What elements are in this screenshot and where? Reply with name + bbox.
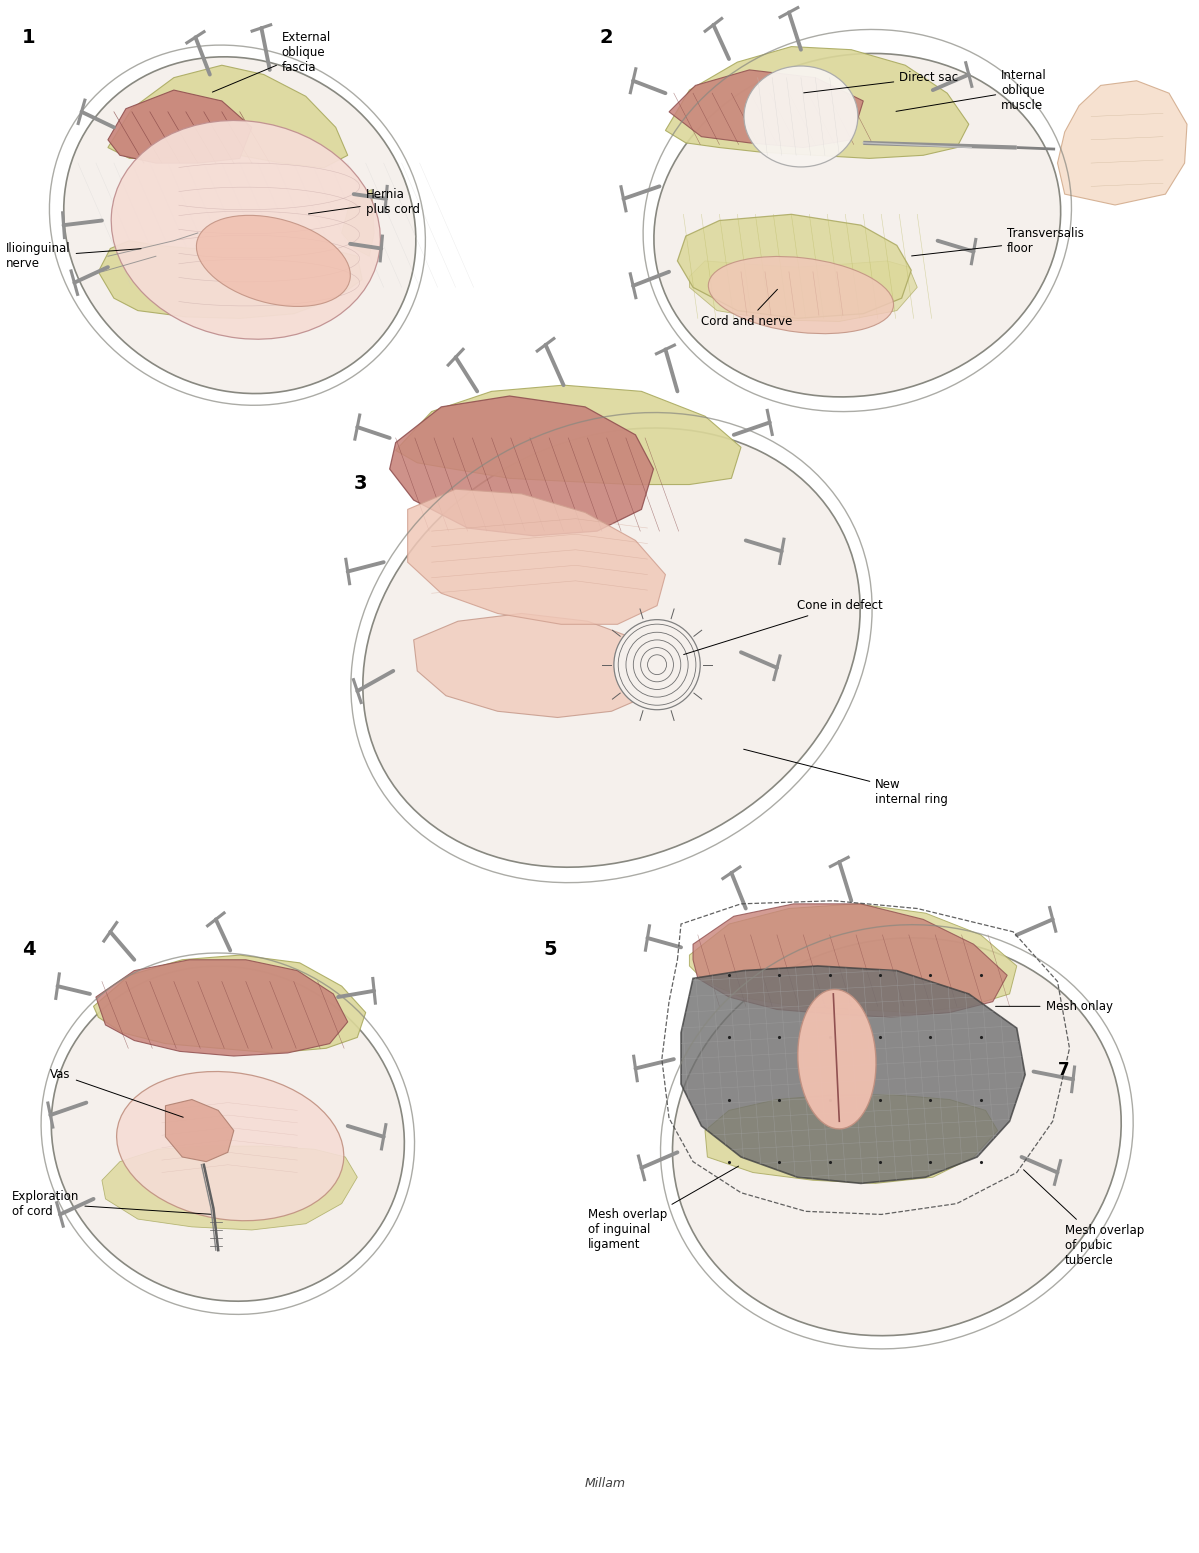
Text: 3: 3	[354, 474, 367, 492]
Polygon shape	[689, 261, 917, 321]
Text: Ilioinguinal
nerve: Ilioinguinal nerve	[6, 242, 141, 270]
Ellipse shape	[116, 1072, 344, 1221]
Ellipse shape	[614, 620, 700, 710]
Polygon shape	[165, 1100, 234, 1162]
Ellipse shape	[709, 256, 893, 334]
Polygon shape	[108, 90, 252, 163]
Polygon shape	[677, 214, 911, 318]
Polygon shape	[342, 189, 374, 256]
Polygon shape	[689, 904, 1017, 1013]
Text: 1: 1	[22, 28, 35, 47]
Text: Mesh overlap
of inguinal
ligament: Mesh overlap of inguinal ligament	[588, 1166, 739, 1252]
Text: Transversalis
floor: Transversalis floor	[911, 227, 1084, 256]
Polygon shape	[102, 1146, 357, 1230]
Text: 2: 2	[600, 28, 613, 47]
Text: Cone in defect: Cone in defect	[683, 599, 884, 654]
Polygon shape	[390, 396, 653, 536]
Text: Vas: Vas	[50, 1068, 183, 1117]
Polygon shape	[414, 613, 657, 717]
Ellipse shape	[743, 65, 858, 168]
Text: Direct sac: Direct sac	[803, 71, 958, 93]
Polygon shape	[705, 1095, 998, 1183]
Polygon shape	[681, 966, 1025, 1183]
Text: Exploration
of cord: Exploration of cord	[12, 1190, 211, 1218]
Text: 7: 7	[1058, 1061, 1070, 1079]
Text: Hernia
plus cord: Hernia plus cord	[308, 188, 420, 216]
Ellipse shape	[197, 216, 350, 306]
Polygon shape	[665, 47, 969, 158]
Text: Mesh onlay: Mesh onlay	[995, 1000, 1113, 1013]
Ellipse shape	[797, 989, 876, 1129]
Text: Internal
oblique
muscle: Internal oblique muscle	[896, 68, 1047, 112]
Polygon shape	[396, 385, 741, 485]
Ellipse shape	[653, 53, 1061, 398]
Ellipse shape	[64, 57, 416, 393]
Ellipse shape	[673, 938, 1121, 1336]
Text: 5: 5	[543, 940, 556, 958]
Text: 4: 4	[22, 940, 35, 958]
Polygon shape	[94, 955, 366, 1053]
Polygon shape	[108, 65, 348, 168]
Text: Cord and nerve: Cord and nerve	[701, 289, 793, 328]
Ellipse shape	[52, 966, 404, 1301]
Text: New
internal ring: New internal ring	[743, 749, 948, 806]
Polygon shape	[1058, 81, 1187, 205]
Text: External
oblique
fascia: External oblique fascia	[212, 31, 331, 92]
Polygon shape	[693, 904, 1007, 1017]
Ellipse shape	[112, 121, 380, 339]
Ellipse shape	[363, 429, 860, 867]
Polygon shape	[408, 489, 665, 624]
Polygon shape	[96, 960, 348, 1056]
Text: Millam: Millam	[585, 1477, 626, 1489]
Text: Mesh overlap
of pubic
tubercle: Mesh overlap of pubic tubercle	[1024, 1169, 1144, 1267]
Polygon shape	[669, 70, 863, 148]
Polygon shape	[98, 241, 362, 318]
